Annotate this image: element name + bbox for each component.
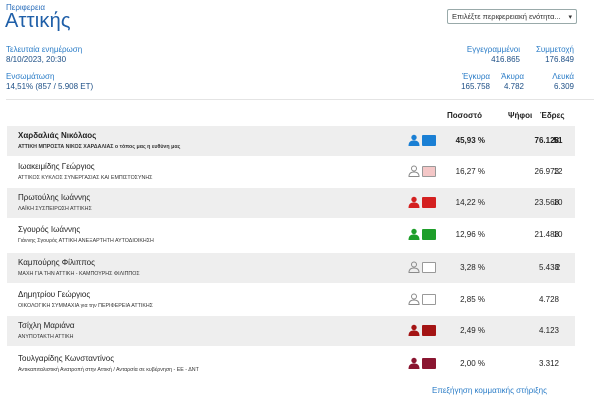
last-update-value: 8/10/2023, 20:30	[6, 55, 67, 64]
col-header-votes: Ψήφοι	[508, 111, 533, 120]
candidate-percent: 12,96 %	[455, 230, 485, 239]
party-support-explanation-link[interactable]: Επεξήγηση κομματικής στήριξης	[432, 386, 547, 395]
candidate-percent: 2,85 %	[460, 295, 485, 304]
candidate-row[interactable]: Ιωακειμίδης Γεώργιος ΑΤΤΙΚΟΣ ΚΥΚΛΟΣ ΣΥΝΕ…	[7, 157, 575, 187]
person-outline-icon	[408, 293, 420, 305]
candidate-party: ΑΤΤΙΚΗ ΜΠΡΟΣΤΑ ΝΙΚΟΣ ΧΑΡΔΑΛΙΑΣ ο τόπος μ…	[18, 144, 181, 150]
invalid-label: Άκυρα	[501, 72, 524, 81]
candidate-party: ΟΙΚΟΛΟΓΙΚΗ ΣΥΜΜΑΧΙΑ για την ΠΕΡΙΦΕΡΕΙΑ Α…	[18, 303, 153, 309]
party-color-swatch	[422, 358, 436, 369]
person-icon	[408, 228, 420, 240]
candidate-votes: 4.728	[538, 295, 559, 304]
blank-stat: Λευκά 6.309	[540, 72, 574, 92]
party-color-swatch	[422, 294, 436, 305]
candidate-percent: 3,28 %	[460, 263, 485, 272]
party-color-swatch	[422, 166, 436, 177]
candidate-seats: 2	[555, 263, 561, 272]
person-outline-icon	[408, 261, 420, 273]
col-header-seats: Έδρες	[540, 111, 565, 120]
candidate-name: Σγουρός Ιωάννης	[18, 225, 81, 234]
candidate-votes: 5.438	[538, 263, 559, 272]
integration-label: Ενσωμάτωση	[6, 72, 55, 81]
person-icon	[408, 134, 420, 146]
blank-label: Λευκά	[552, 72, 574, 81]
candidate-percent: 16,27 %	[455, 167, 485, 176]
region-title: Αττικής	[5, 10, 71, 32]
candidate-name: Πρωτούλης Ιωάννης	[18, 193, 91, 202]
integration: Ενσωμάτωση 14,51% (857 / 5.908 ΕΤ)	[6, 72, 93, 92]
candidate-percent: 45,93 %	[455, 136, 485, 145]
person-icon	[408, 324, 420, 336]
candidate-seats: 10	[553, 230, 563, 239]
candidate-votes: 76.128	[534, 136, 559, 145]
last-update: Τελευταία ενημέρωση 8/10/2023, 20:30	[6, 45, 82, 65]
valid-value: 165.758	[461, 82, 490, 91]
candidate-votes: 26.973	[534, 167, 559, 176]
candidate-row[interactable]: Χαρδαλιάς Νικόλαος ΑΤΤΙΚΗ ΜΠΡΟΣΤΑ ΝΙΚΟΣ …	[7, 126, 575, 156]
candidate-party: Γιάννης Σγουρός ΑΤΤΙΚΗ ΑΝΕΞΑΡΤΗΤΗ ΑΥΤΟΔΙ…	[18, 238, 154, 244]
turnout-value: 176.849	[545, 55, 574, 64]
candidate-row[interactable]: Τσίχλη Μαριάνα ΑΝΥΠΟΤΑΚΤΗ ΑΤΤΙΚΗ 2,49 % …	[7, 316, 575, 346]
col-header-percent: Ποσοστό	[447, 111, 482, 120]
candidate-name: Χαρδαλιάς Νικόλαος	[18, 131, 97, 140]
invalid-value: 4.782	[503, 82, 524, 91]
divider	[6, 99, 594, 100]
party-color-swatch	[422, 197, 436, 208]
candidate-name: Τουλγαρίδης Κωνσταντίνος	[18, 354, 115, 363]
candidate-seats: 51	[553, 136, 563, 145]
select-placeholder: Επιλέξτε περιφερειακή ενότητα...	[452, 12, 561, 21]
candidate-row[interactable]: Δημητρίου Γεώργιος ΟΙΚΟΛΟΓΙΚΗ ΣΥΜΜΑΧΙΑ γ…	[7, 285, 575, 315]
candidate-seats: 10	[553, 198, 563, 207]
candidate-party: ΑΤΤΙΚΟΣ ΚΥΚΛΟΣ ΣΥΝΕΡΓΑΣΙΑΣ ΚΑΙ ΕΜΠΙΣΤΟΣΥ…	[18, 175, 153, 181]
integration-value: 14,51% (857 / 5.908 ΕΤ)	[6, 82, 94, 91]
candidate-name: Δημητρίου Γεώργιος	[18, 290, 91, 299]
person-icon	[408, 196, 420, 208]
candidate-party: ΑΝΥΠΟΤΑΚΤΗ ΑΤΤΙΚΗ	[18, 334, 74, 340]
person-icon	[408, 357, 420, 369]
candidate-percent: 14,22 %	[455, 198, 485, 207]
candidate-percent: 2,49 %	[460, 326, 485, 335]
party-color-swatch	[422, 262, 436, 273]
registered-value: 416.865	[491, 55, 520, 64]
chevron-down-icon: ▾	[568, 13, 572, 21]
candidate-row[interactable]: Τουλγαρίδης Κωνσταντίνος Αντικαπιταλιστι…	[7, 349, 575, 379]
last-update-label: Τελευταία ενημέρωση	[6, 45, 83, 54]
registered-label: Εγγεγραμμένοι	[466, 45, 520, 54]
candidate-party: ΜΑΧΗ ΓΙΑ ΤΗΝ ΑΤΤΙΚΗ - ΚΑΜΠΟΥΡΗΣ ΦΙΛΙΠΠΟΣ	[18, 271, 140, 277]
candidate-row[interactable]: Πρωτούλης Ιωάννης ΛΑΪΚΗ ΣΥΣΠΕΙΡΩΣΗ ΑΤΤΙΚ…	[7, 188, 575, 218]
candidate-row[interactable]: Σγουρός Ιωάννης Γιάννης Σγουρός ΑΤΤΙΚΗ Α…	[7, 220, 575, 250]
blank-value: 6.309	[553, 82, 574, 91]
candidate-seats: 12	[553, 167, 563, 176]
candidate-votes: 3.312	[538, 359, 559, 368]
candidate-name: Ιωακειμίδης Γεώργιος	[18, 162, 95, 171]
candidate-party: ΛΑΪΚΗ ΣΥΣΠΕΙΡΩΣΗ ΑΤΤΙΚΗΣ	[18, 206, 92, 212]
candidate-votes: 23.568	[534, 198, 559, 207]
invalid-stat: Άκυρα 4.782	[494, 72, 524, 92]
party-color-swatch	[422, 229, 436, 240]
candidate-name: Καμπούρης Φίλιππος	[18, 258, 95, 267]
candidate-party: Αντικαπιταλιστική Ανατροπή στην Αττική /…	[18, 367, 199, 373]
candidate-percent: 2,00 %	[460, 359, 485, 368]
regional-unit-select[interactable]: Επιλέξτε περιφερειακή ενότητα... ▾	[447, 9, 577, 24]
party-color-swatch	[422, 135, 436, 146]
candidate-votes: 21.488	[534, 230, 559, 239]
registered-stat: Εγγεγραμμένοι 416.865	[452, 45, 520, 65]
turnout-label: Συμμετοχή	[535, 45, 574, 54]
turnout-stat: Συμμετοχή 176.849	[522, 45, 574, 65]
person-outline-icon	[408, 165, 420, 177]
party-color-swatch	[422, 325, 436, 336]
valid-label: Έγκυρα	[462, 72, 490, 81]
candidate-row[interactable]: Καμπούρης Φίλιππος ΜΑΧΗ ΓΙΑ ΤΗΝ ΑΤΤΙΚΗ -…	[7, 253, 575, 283]
candidate-votes: 4.123	[538, 326, 559, 335]
candidate-name: Τσίχλη Μαριάνα	[18, 321, 75, 330]
region-label: Περιφερεια	[6, 3, 45, 12]
valid-stat: Έγκυρα 165.758	[440, 72, 490, 92]
